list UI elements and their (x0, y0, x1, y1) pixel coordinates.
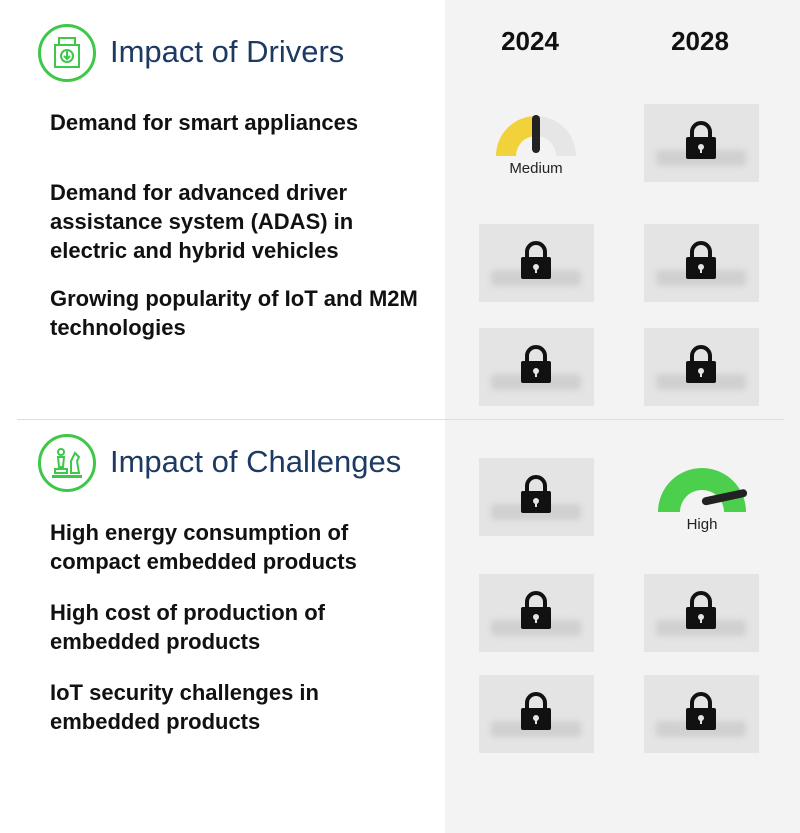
column-header-2028: 2028 (671, 26, 729, 56)
lock-icon (521, 475, 551, 513)
challenge-label-3: IoT security challenges in embedded prod… (50, 680, 319, 734)
challenges-title: Impact of Challenges (110, 444, 402, 479)
lock-icon (521, 692, 551, 730)
driver-label-3: Growing popularity of IoT and M2M techno… (50, 286, 418, 340)
lock-icon (521, 591, 551, 629)
locked-cell[interactable] (479, 574, 594, 652)
locked-cell[interactable] (644, 328, 759, 406)
gauge-high: High (652, 466, 752, 533)
gauge-medium: Medium (486, 112, 586, 177)
chess-pieces-icon (38, 434, 96, 492)
gauge-medium-label: Medium (509, 160, 563, 177)
challenge-label-2: High cost of production of embedded prod… (50, 600, 325, 654)
lock-icon (686, 345, 716, 383)
lock-icon (521, 241, 551, 279)
challenge-label-1: High energy consumption of compact embed… (50, 520, 357, 574)
lock-icon (521, 345, 551, 383)
lock-icon (686, 591, 716, 629)
driver-label-1: Demand for smart appliances (50, 110, 359, 135)
locked-cell[interactable] (479, 675, 594, 753)
section-divider (17, 419, 784, 420)
locked-cell[interactable] (644, 224, 759, 302)
locked-cell[interactable] (479, 328, 594, 406)
driver-label-2: Demand for advanced driver assistance sy… (50, 180, 354, 263)
locked-cell[interactable] (644, 104, 759, 182)
locked-cell[interactable] (644, 574, 759, 652)
drivers-title: Impact of Drivers (110, 34, 345, 69)
gauge-high-label: High (686, 516, 718, 533)
appliance-icon (38, 24, 96, 82)
locked-cell[interactable] (479, 224, 594, 302)
lock-icon (686, 692, 716, 730)
lock-icon (686, 241, 716, 279)
locked-cell[interactable] (479, 458, 594, 536)
lock-icon (686, 121, 716, 159)
column-header-2024: 2024 (501, 26, 559, 56)
locked-cell[interactable] (644, 675, 759, 753)
